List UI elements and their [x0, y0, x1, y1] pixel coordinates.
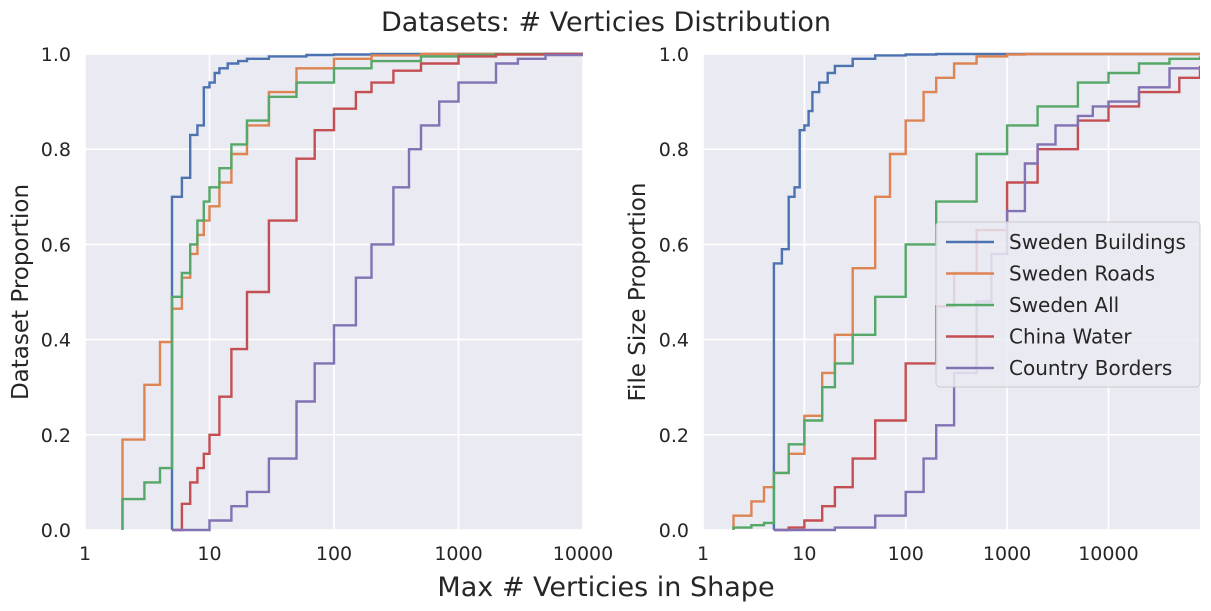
y-axis-label: File Size Proportion [625, 183, 651, 402]
legend-box [935, 221, 1201, 388]
legend: Sweden Buildings Sweden Roads Sweden All Ch… [935, 221, 1201, 388]
y-tick-label: 0.6 [41, 234, 71, 256]
y-axis-label: Dataset Proportion [8, 184, 34, 400]
subplot-2: 0.0 0.2 0.4 0.6 0.8 1.0 1 10 100 1000 10000 File Si… [625, 44, 1201, 565]
y-tick-label: 0.2 [659, 425, 689, 447]
y-tick-label: 0.0 [659, 520, 689, 542]
y-tick-label: 0.8 [41, 139, 71, 161]
series-line-sweden-all [732, 56, 1200, 530]
subplot-1: 0.0 0.2 0.4 0.6 0.8 1.0 1 10 100 1000 10000 Dataset… [8, 44, 613, 565]
series-line-sweden-roads [121, 52, 583, 530]
plots-area: 0.0 0.2 0.4 0.6 0.8 1.0 1 10 100 1000 10000 Dataset… [8, 44, 1201, 565]
y-tick-label: 0.4 [659, 330, 689, 352]
x-tick-label: 10 [197, 543, 221, 565]
series-line-sweden-buildings [772, 52, 1200, 530]
x-axis-label: Max # Verticies in Shape [437, 572, 774, 603]
series-line-country-borders [172, 53, 583, 532]
legend-label: Sweden Roads [1009, 262, 1155, 286]
series-line-china-water [172, 52, 583, 532]
y-tick-label: 1.0 [41, 44, 71, 66]
x-tick-label: 100 [888, 543, 924, 565]
x-tick-label: 10 [792, 543, 816, 565]
series-line-sweden-buildings [170, 52, 583, 530]
series-line-sweden-all [121, 52, 583, 530]
chart-title: Datasets: # Verticies Distribution [381, 7, 831, 38]
x-tick-label: 1000 [434, 543, 482, 565]
x-tick-label: 1 [697, 543, 709, 565]
legend-label: Sweden Buildings [1009, 230, 1186, 254]
y-tick-label: 1.0 [659, 44, 689, 66]
x-tick-label: 10000 [553, 543, 613, 565]
y-tick-label: 0.2 [41, 425, 71, 447]
y-tick-label: 0.0 [41, 520, 71, 542]
legend-label: China Water [1009, 325, 1132, 349]
y-tick-label: 0.6 [659, 234, 689, 256]
legend-label: Sweden All [1009, 293, 1119, 317]
x-tick-label: 10000 [1078, 543, 1138, 565]
legend-label: Country Borders [1009, 356, 1172, 380]
y-tick-label: 0.8 [659, 139, 689, 161]
x-tick-label: 1000 [983, 543, 1031, 565]
y-tick-label: 0.4 [41, 330, 71, 352]
x-tick-label: 100 [316, 543, 352, 565]
x-tick-label: 1 [79, 543, 91, 565]
